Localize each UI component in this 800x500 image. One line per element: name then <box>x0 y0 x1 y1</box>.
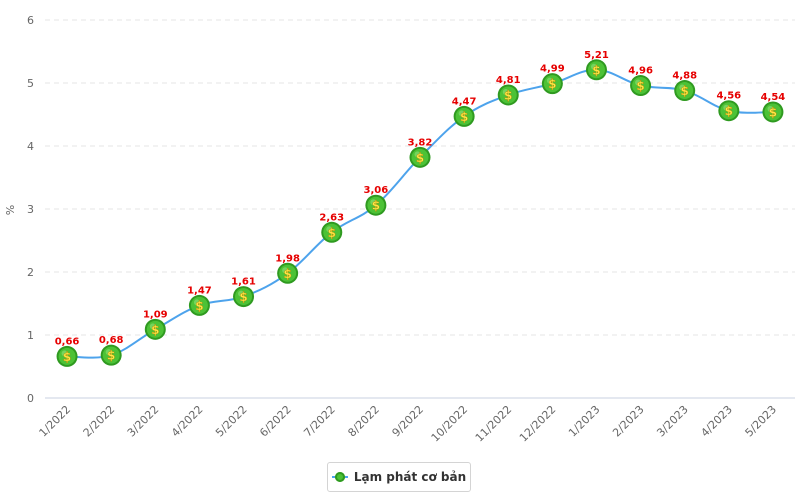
svg-text:$: $ <box>548 77 556 91</box>
grid-lines <box>45 19 795 399</box>
x-tick-label: 12/2022 <box>517 403 559 445</box>
data-label: 1,47 <box>187 285 212 296</box>
data-point-dollar-coin-icon[interactable]: $ <box>321 221 343 243</box>
data-label: 3,06 <box>364 185 389 196</box>
x-tick-label: 2/2023 <box>610 403 647 440</box>
svg-text:$: $ <box>504 88 512 102</box>
x-tick-label: 6/2022 <box>257 403 294 440</box>
data-label: 4,81 <box>496 75 521 86</box>
x-tick-label: 5/2022 <box>213 403 250 440</box>
y-tick-label: 0 <box>27 392 34 405</box>
data-label: 4,56 <box>716 91 741 102</box>
svg-text:$: $ <box>151 323 159 337</box>
data-point-dollar-coin-icon[interactable]: $ <box>100 344 122 366</box>
data-point-dollar-coin-icon[interactable]: $ <box>630 75 652 97</box>
data-point-dollar-coin-icon[interactable]: $ <box>144 318 166 340</box>
data-point-dollar-coin-icon[interactable]: $ <box>453 105 475 127</box>
data-point-dollar-coin-icon[interactable]: $ <box>188 294 210 316</box>
data-label: 1,61 <box>231 277 256 288</box>
legend-coin-icon <box>331 472 348 482</box>
data-label: 1,98 <box>275 253 300 264</box>
svg-text:$: $ <box>195 299 203 313</box>
x-tick-label: 10/2022 <box>429 403 471 445</box>
series-line <box>67 68 773 359</box>
svg-text:$: $ <box>460 110 468 124</box>
data-label: 0,66 <box>55 336 80 347</box>
data-point-dollar-coin-icon[interactable]: $ <box>541 73 563 95</box>
y-tick-label: 3 <box>27 203 34 216</box>
data-label: 1,09 <box>143 309 168 320</box>
y-tick-label: 5 <box>27 77 34 90</box>
x-tick-label: 1/2022 <box>37 403 74 440</box>
x-tick-label: 3/2022 <box>125 403 162 440</box>
y-tick-label: 4 <box>27 140 34 153</box>
svg-text:$: $ <box>416 151 424 165</box>
y-axis: % 0 1 2 3 4 5 6 <box>4 14 34 405</box>
y-axis-label: % <box>4 205 17 215</box>
data-point-dollar-coin-icon[interactable]: $ <box>497 84 519 106</box>
y-tick-label: 2 <box>27 266 34 279</box>
x-tick-label: 7/2022 <box>301 403 338 440</box>
data-point-dollar-coin-icon[interactable]: $ <box>585 59 607 81</box>
data-label: 4,99 <box>540 64 565 75</box>
data-point-dollar-coin-icon[interactable]: $ <box>674 80 696 102</box>
data-point-dollar-coin-icon[interactable]: $ <box>365 194 387 216</box>
legend-label: Lạm phát cơ bản <box>353 470 467 484</box>
data-point-dollar-coin-icon[interactable]: $ <box>233 286 255 308</box>
x-tick-label: 8/2022 <box>345 403 382 440</box>
data-label: 0,68 <box>99 335 124 346</box>
data-label: 4,54 <box>761 92 786 103</box>
data-label: 4,47 <box>452 96 477 107</box>
data-label: 2,63 <box>319 212 344 223</box>
data-labels: 0,66 0,68 1,09 1,47 1,61 1,98 2,63 3,06 3,82 4,47… <box>55 50 786 348</box>
data-point-dollar-coin-icon[interactable]: $ <box>277 262 299 284</box>
series-lakm-phat-co-ban: $ $ $ $ $ $ $ $ $ $ $ $ $ $ $ $ $ <box>56 59 784 367</box>
svg-text:$: $ <box>769 105 777 119</box>
data-label: 4,96 <box>628 66 653 77</box>
x-tick-label: 11/2022 <box>473 403 515 445</box>
data-label: 5,21 <box>584 50 609 61</box>
data-point-dollar-coin-icon[interactable]: $ <box>718 100 740 122</box>
svg-text:$: $ <box>63 350 71 364</box>
svg-text:$: $ <box>725 104 733 118</box>
svg-text:$: $ <box>239 290 247 304</box>
svg-text:$: $ <box>636 79 644 93</box>
data-point-dollar-coin-icon[interactable]: $ <box>56 345 78 367</box>
legend-item-series[interactable]: Lạm phát cơ bản <box>327 462 471 492</box>
data-label: 4,88 <box>672 71 697 82</box>
svg-text:$: $ <box>681 84 689 98</box>
x-tick-label: 9/2022 <box>390 403 427 440</box>
svg-text:$: $ <box>328 226 336 240</box>
y-tick-label: 6 <box>27 14 34 27</box>
svg-text:$: $ <box>372 199 380 213</box>
data-point-dollar-coin-icon[interactable]: $ <box>762 101 784 123</box>
svg-text:$: $ <box>592 63 600 77</box>
data-point-dollar-coin-icon[interactable]: $ <box>409 146 431 168</box>
x-tick-label: 3/2023 <box>654 403 691 440</box>
y-tick-label: 1 <box>27 329 34 342</box>
x-tick-label: 4/2023 <box>698 403 735 440</box>
svg-text:$: $ <box>107 349 115 363</box>
x-tick-label: 2/2022 <box>81 403 118 440</box>
x-tick-label: 5/2023 <box>743 403 780 440</box>
data-label: 3,82 <box>408 137 433 148</box>
x-axis: 1/2022 2/2022 3/2022 4/2022 5/2022 6/2022 7/20… <box>37 403 779 445</box>
x-tick-label: 1/2023 <box>566 403 603 440</box>
x-tick-label: 4/2022 <box>169 403 206 440</box>
svg-text:$: $ <box>283 267 291 281</box>
